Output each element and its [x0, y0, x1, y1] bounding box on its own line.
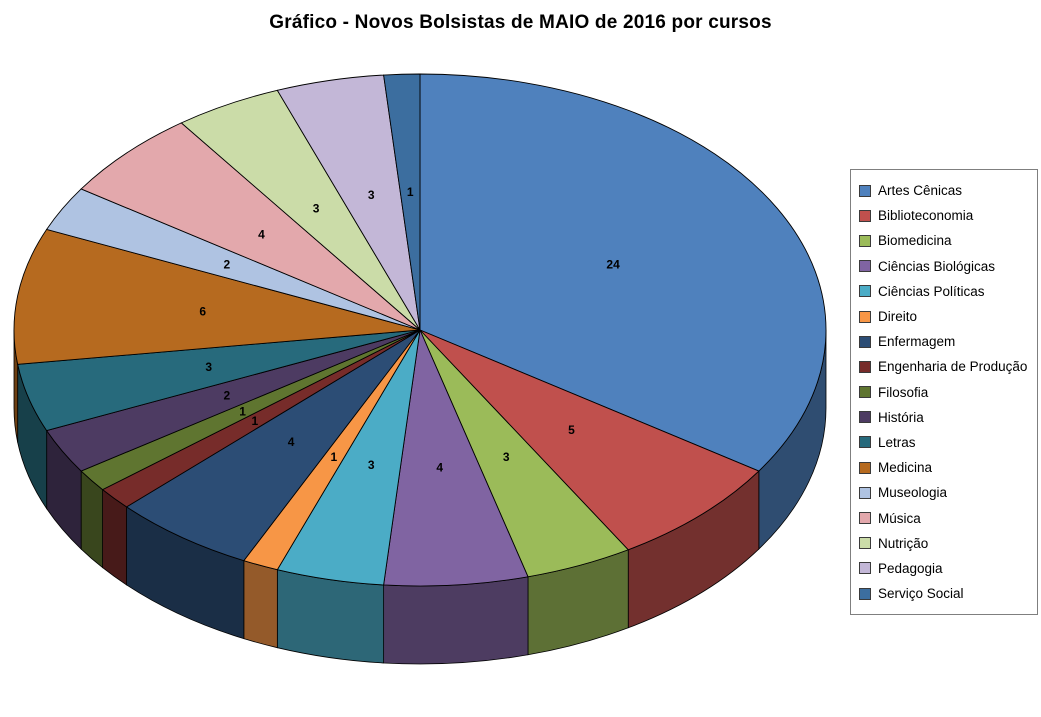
legend-swatch [859, 587, 871, 600]
slice-label: 6 [199, 304, 206, 318]
pie-slice [125, 329, 421, 562]
slice-label: 5 [568, 423, 575, 437]
pie-slice-side [243, 560, 278, 649]
legend-item: Museologia [859, 480, 1033, 505]
chart-title: Gráfico - Novos Bolsistas de MAIO de 201… [269, 12, 772, 33]
legend-label: Ciências Políticas [878, 283, 985, 299]
legend-label: Serviço Social [878, 586, 964, 602]
slice-label: 3 [313, 201, 320, 215]
slice-label: 3 [503, 450, 510, 464]
legend-swatch [859, 209, 871, 222]
legend-swatch [859, 436, 871, 449]
legend-item: Enfermagem [859, 329, 1033, 354]
slice-label: 3 [205, 360, 212, 374]
legend-item: Música [859, 505, 1033, 530]
slice-label: 1 [252, 414, 259, 428]
legend-swatch [859, 285, 871, 298]
slice-label: 3 [368, 458, 375, 472]
legend-item: Pedagogia [859, 556, 1033, 581]
legend-label: Enfermagem [878, 334, 956, 350]
legend-item: Ciências Biológicas [859, 254, 1033, 279]
slice-label: 2 [224, 258, 231, 272]
legend-swatch [859, 260, 871, 273]
legend-item: Letras [859, 430, 1033, 455]
legend-label: Engenharia de Produção [878, 359, 1028, 375]
legend-swatch [859, 234, 871, 247]
legend-swatch [859, 486, 871, 499]
legend-item: Serviço Social [859, 581, 1033, 606]
legend-swatch [859, 310, 871, 323]
pie-slice [419, 329, 760, 551]
legend-label: Filosofia [878, 384, 929, 400]
legend-label: Biblioteconomia [878, 208, 974, 224]
legend-label: Museologia [878, 485, 948, 501]
legend-item: Engenharia de Produção [859, 354, 1033, 379]
legend-label: Artes Cênicas [878, 183, 963, 199]
slice-label: 4 [288, 435, 295, 449]
legend-item: Direito [859, 304, 1033, 329]
legend-label: História [878, 409, 924, 425]
legend-label: Nutrição [878, 535, 929, 551]
pie-slice [383, 328, 529, 587]
pie-slice [13, 228, 421, 365]
legend-swatch [859, 537, 871, 550]
legend-item: Medicina [859, 455, 1033, 480]
legend-swatch [859, 360, 871, 373]
legend-item: Nutrição [859, 531, 1033, 556]
legend-item: Biblioteconomia [859, 203, 1033, 228]
legend-label: Música [878, 510, 921, 526]
legend-label: Biomedicina [878, 233, 952, 249]
slice-label: 4 [436, 461, 443, 475]
legend-item: História [859, 405, 1033, 430]
slice-label: 1 [407, 185, 414, 199]
legend: Artes Cênicas Biblioteconomia Biomedicina C… [850, 169, 1038, 616]
pie-slice-side [383, 576, 529, 665]
legend-item: Filosofia [859, 380, 1033, 405]
slice-label: 24 [606, 258, 620, 272]
legend-label: Direito [878, 309, 918, 325]
legend-swatch [859, 184, 871, 197]
legend-swatch [859, 386, 871, 399]
legend-swatch [859, 512, 871, 525]
slice-label: 1 [330, 450, 337, 464]
pie-slice [80, 122, 421, 331]
slice-label: 2 [224, 389, 231, 403]
legend-swatch [859, 461, 871, 474]
legend-swatch [859, 335, 871, 348]
legend-label: Letras [878, 434, 916, 450]
slice-label: 3 [368, 188, 375, 202]
legend-item: Artes Cênicas [859, 178, 1033, 203]
legend-item: Ciências Políticas [859, 279, 1033, 304]
slice-label: 4 [258, 228, 265, 242]
legend-item: Biomedicina [859, 228, 1033, 253]
slice-label: 1 [239, 404, 246, 418]
pie-slice [383, 73, 421, 331]
legend-swatch [859, 411, 871, 424]
legend-swatch [859, 562, 871, 575]
legend-label: Medicina [878, 460, 933, 476]
legend-label: Ciências Biológicas [878, 258, 996, 274]
legend-label: Pedagogia [878, 560, 943, 576]
